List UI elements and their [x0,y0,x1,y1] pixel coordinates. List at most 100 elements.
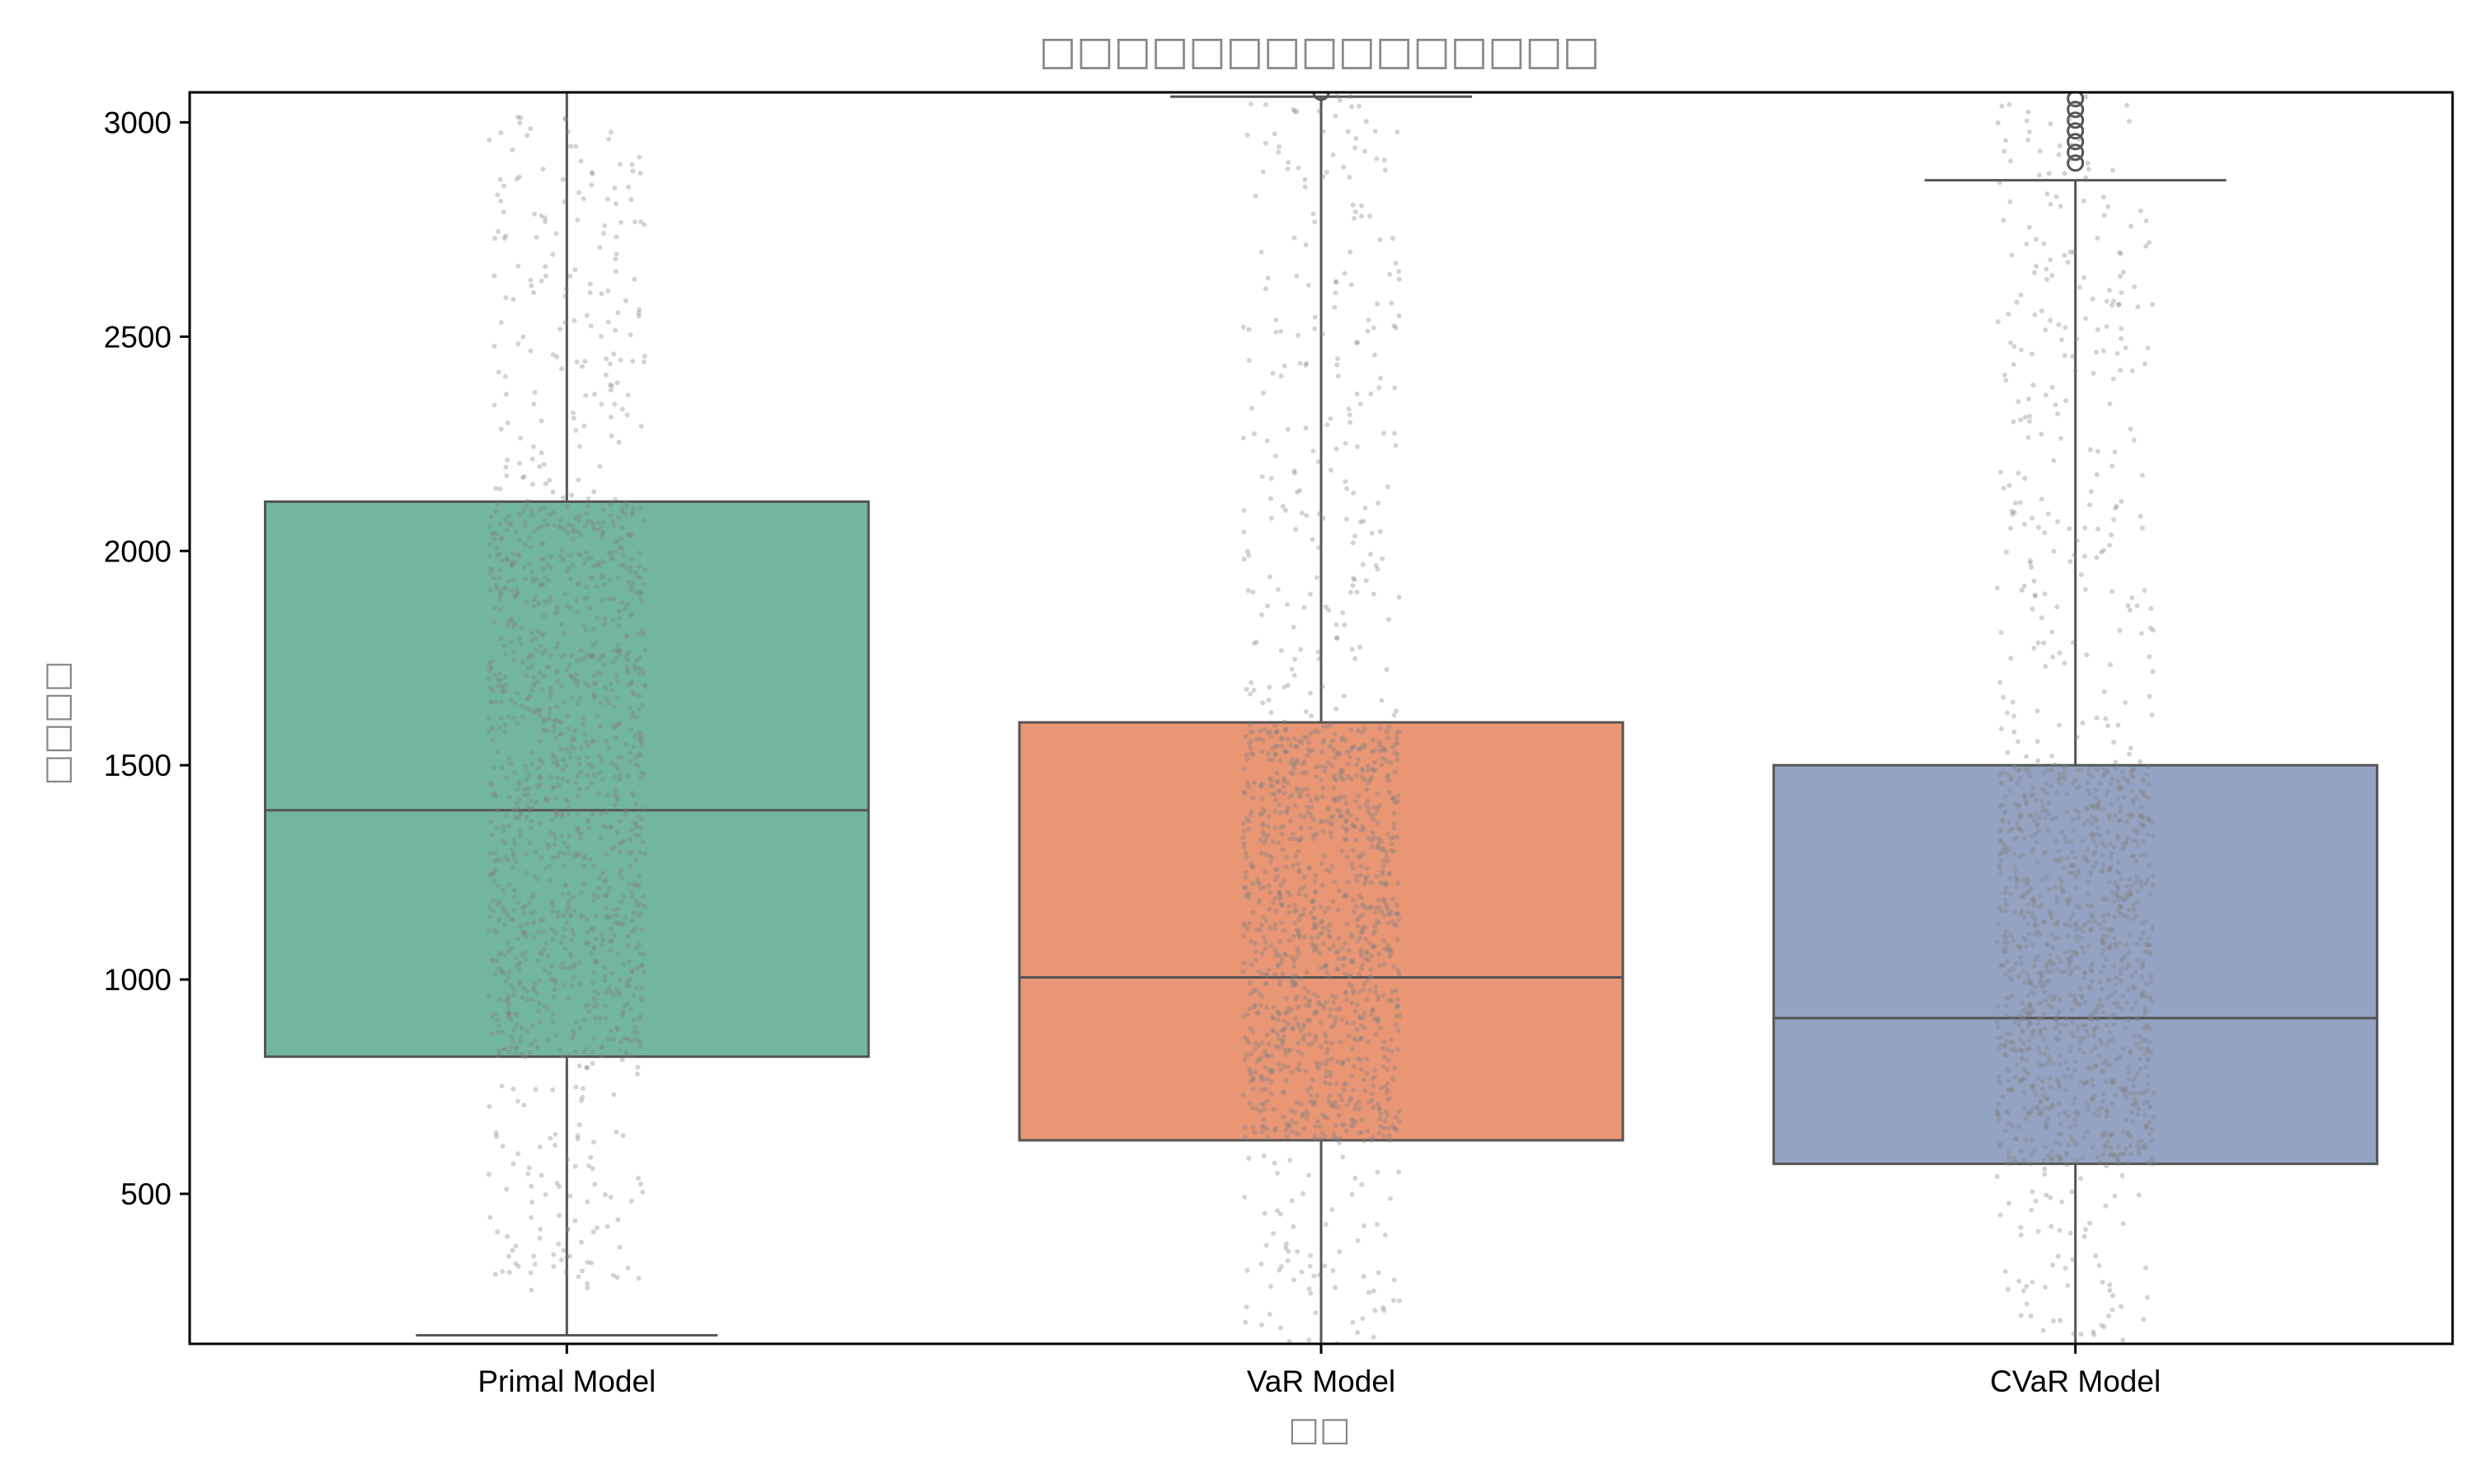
strip-point [611,660,616,665]
strip-point [1347,1098,1352,1104]
strip-point [1257,881,1263,886]
strip-point [2134,1041,2140,1047]
strip-point [1319,1112,1325,1118]
strip-point [1247,1006,1253,1012]
strip-point [1394,911,1399,916]
strip-point [1259,749,1264,754]
strip-point [560,960,566,966]
strip-point [2101,964,2107,970]
strip-point [1376,841,1381,847]
strip-point [1337,1249,1343,1255]
strip-point [2094,767,2100,773]
strip-point [1381,961,1387,967]
strip-point [532,909,538,914]
strip-point [1394,735,1399,741]
strip-point [583,739,589,744]
strip-point [529,1214,534,1220]
strip-point [2072,1122,2078,1128]
strip-point [1311,947,1317,953]
strip-point [2055,1036,2061,1042]
strip-point [1369,974,1375,980]
strip-point [499,683,505,688]
strip-point [2062,1073,2068,1079]
strip-point [1362,744,1366,750]
strip-point [1383,901,1389,907]
strip-point [637,1044,643,1049]
strip-point [2001,933,2007,939]
strip-point [1342,270,1348,276]
strip-point [1288,1129,1294,1134]
strip-point [1359,1181,1365,1187]
strip-point [1338,1136,1343,1142]
strip-point [568,674,574,679]
strip-point [2093,1062,2099,1068]
strip-point [2049,767,2055,773]
strip-point [614,797,620,803]
strip-point [1264,1032,1270,1037]
strip-point [584,1065,590,1071]
strip-point [1373,909,1379,915]
strip-point [1377,528,1383,534]
strip-point [2094,1007,2100,1012]
strip-point [538,775,543,780]
strip-point [593,681,599,687]
strip-point [561,862,567,868]
strip-point [2018,910,2024,916]
strip-point [1262,869,1268,875]
strip-point [2073,927,2078,932]
strip-point [2099,1040,2105,1046]
strip-point [1335,907,1341,913]
strip-point [1271,899,1277,905]
strip-point [612,762,618,768]
strip-point [2134,1144,2140,1149]
strip-point [1273,730,1278,735]
strip-point [2119,290,2124,295]
strip-point [592,392,597,397]
strip-point [2059,879,2065,885]
strip-point [2055,1253,2061,1259]
strip-point [625,579,631,585]
strip-point [2048,1195,2053,1200]
strip-point [1350,822,1355,828]
strip-point [627,959,632,965]
strip-point [2143,243,2149,249]
strip-point [2034,237,2039,242]
strip-point [1376,844,1381,850]
strip-point [595,991,601,997]
strip-point [2067,559,2073,564]
strip-point [1295,1066,1300,1072]
strip-point [2137,1148,2142,1153]
strip-point [2147,817,2152,823]
strip-point [495,683,501,688]
strip-point [633,762,638,768]
strip-point [587,857,593,862]
strip-point [2100,932,2105,938]
strip-point [2082,553,2087,559]
strip-point [1250,1076,1256,1082]
strip-point [1301,1033,1307,1039]
strip-point [1396,594,1402,600]
strip-point [1251,641,1257,646]
strip-point [1352,799,1358,805]
strip-point [611,523,617,528]
strip-point [2058,1121,2063,1127]
strip-point [599,1045,604,1050]
strip-point [2039,972,2044,978]
strip-point [2145,1099,2151,1105]
strip-point [1328,416,1333,421]
strip-point [1241,508,1247,514]
strip-point [2046,1003,2052,1008]
strip-point [619,899,625,904]
strip-point [2100,1068,2105,1073]
strip-point [567,754,573,760]
strip-point [1291,761,1296,767]
strip-point [2115,796,2120,802]
strip-point [1250,1087,1256,1092]
strip-point [2100,806,2106,812]
strip-point [1243,870,1249,876]
strip-point [2114,765,2119,770]
strip-point [608,1028,614,1034]
strip-point [1350,897,1356,903]
strip-point [1393,923,1399,928]
